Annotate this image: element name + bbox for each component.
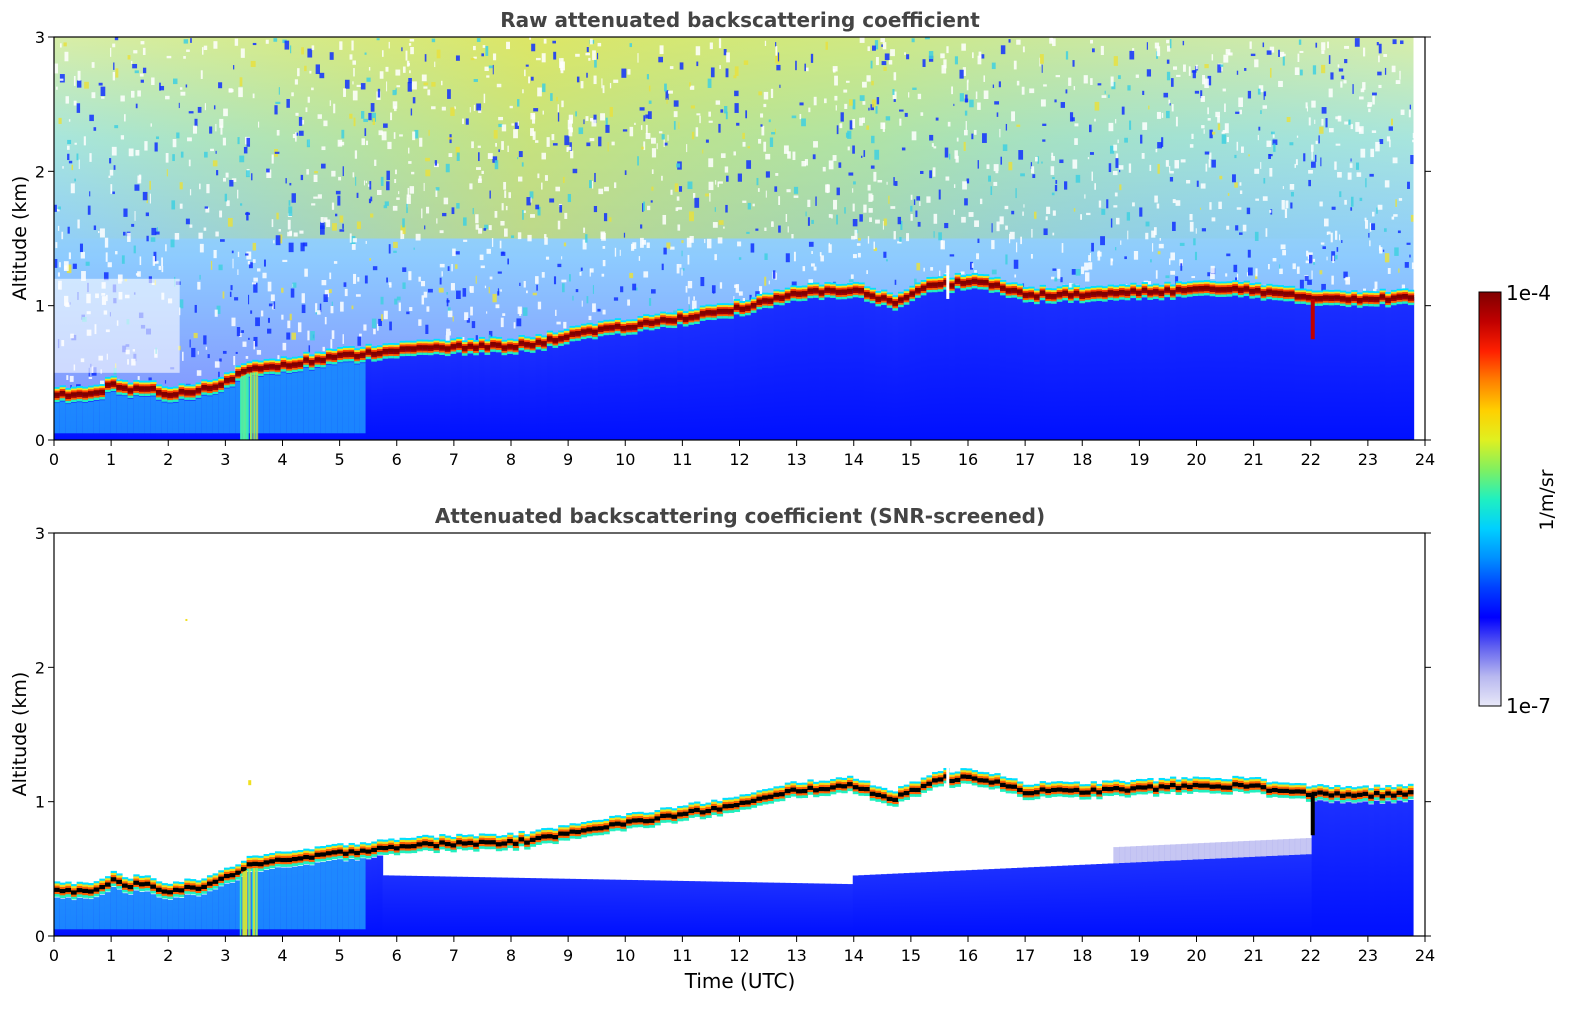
x-tick-label: 8 [506,450,516,469]
boundary-layer [54,768,1414,936]
x-tick-label: 18 [1072,450,1092,469]
x-tick-label: 19 [1129,946,1149,965]
x-tick-label: 12 [729,946,749,965]
x-tick-label: 11 [672,450,692,469]
x-tick-label: 1 [106,946,116,965]
x-tick-label: 20 [1186,946,1206,965]
x-tick-label: 0 [49,450,59,469]
heatmap-raw [54,37,1425,440]
x-tick-label: 9 [563,450,573,469]
profile-gap [946,265,949,299]
colorbar: 1e-4 1e-7 1/m/sr [1479,281,1558,718]
x-tick-label: 21 [1243,450,1263,469]
x-tick-label: 15 [901,946,921,965]
x-tick-label: 23 [1358,946,1378,965]
x-axis-label: Time (UTC) [684,969,796,993]
y-tick-label: 2 [35,162,45,181]
x-tick-label: 16 [958,946,978,965]
x-tick-label: 14 [844,946,864,965]
x-tick-label: 15 [901,450,921,469]
colorbar-max-label: 1e-4 [1506,281,1551,305]
x-tick-label: 1 [106,450,116,469]
x-tick-label: 17 [1015,450,1035,469]
colorbar-gradient [1479,292,1501,706]
clear-region [54,279,180,373]
x-tick-label: 10 [615,946,635,965]
x-tick-label: 21 [1243,946,1263,965]
x-tick-label: 14 [844,450,864,469]
x-tick-label: 18 [1072,946,1092,965]
x-tick-label: 8 [506,946,516,965]
x-tick-label: 5 [335,450,345,469]
x-tick-label: 13 [786,946,806,965]
x-tick-label: 9 [563,946,573,965]
dip-22h [1311,299,1315,339]
x-tick-label: 13 [786,450,806,469]
colorbar-min-label: 1e-7 [1506,694,1551,718]
y-axis-label-screened: Altitude (km) [9,672,31,797]
x-tick-label: 2 [163,946,173,965]
panel-screened: Attenuated backscattering coefficient (S… [9,504,1435,993]
y-tick-label: 1 [35,297,45,316]
dip-22h [1311,795,1315,835]
x-tick-label: 5 [335,946,345,965]
x-tick-label: 3 [220,946,230,965]
x-tick-label: 24 [1415,946,1435,965]
x-tick-label: 12 [729,450,749,469]
profile-gap [946,761,949,795]
x-tick-label: 11 [672,946,692,965]
y-tick-label: 1 [35,793,45,812]
x-tick-label: 20 [1186,450,1206,469]
y-tick-label: 0 [35,927,45,946]
heatmap-screened [54,533,1425,936]
x-tick-label: 17 [1015,946,1035,965]
colorbar-unit-label: 1/m/sr [1536,469,1558,530]
x-tick-label: 24 [1415,450,1435,469]
y-tick-label: 3 [35,524,45,543]
y-tick-label: 0 [35,431,45,450]
y-axis-label-raw: Altitude (km) [9,176,31,301]
x-tick-label: 7 [449,450,459,469]
x-tick-label: 7 [449,946,459,965]
chart-title-screened: Attenuated backscattering coefficient (S… [435,504,1045,528]
x-tick-label: 3 [220,450,230,469]
y-tick-label: 3 [35,28,45,47]
x-tick-label: 6 [392,946,402,965]
x-tick-label: 6 [392,450,402,469]
x-tick-label: 2 [163,450,173,469]
panel-raw: Raw attenuated backscattering coefficien… [9,8,1435,469]
y-tick-label: 2 [35,658,45,677]
x-tick-label: 23 [1358,450,1378,469]
x-tick-label: 16 [958,450,978,469]
x-tick-label: 22 [1301,450,1321,469]
x-tick-label: 19 [1129,450,1149,469]
x-tick-label: 22 [1301,946,1321,965]
x-tick-label: 0 [49,946,59,965]
x-tick-label: 10 [615,450,635,469]
x-tick-label: 4 [277,946,287,965]
chart-title-raw: Raw attenuated backscattering coefficien… [500,8,980,32]
x-tick-label: 4 [277,450,287,469]
